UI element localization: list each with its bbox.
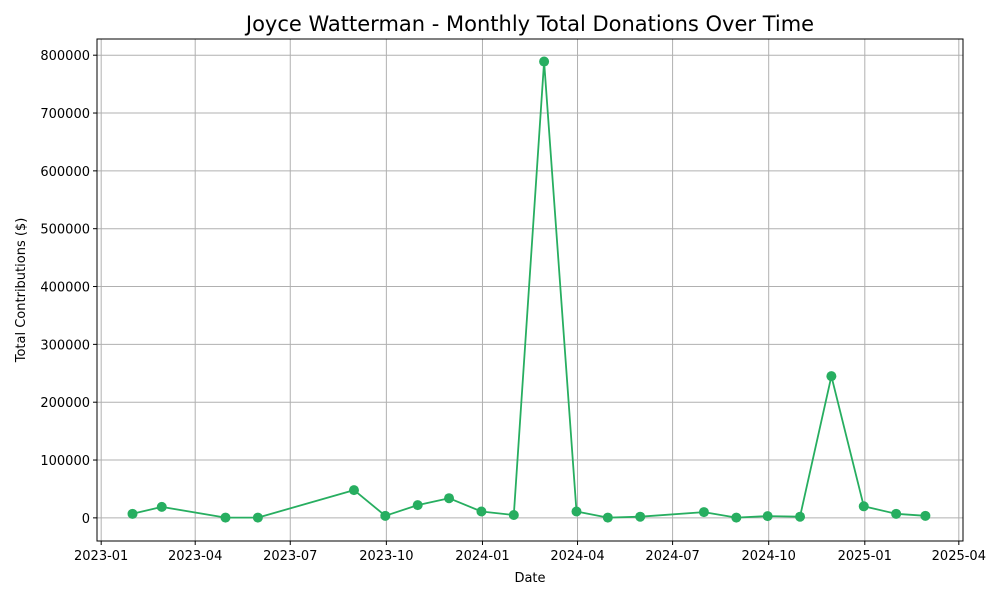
y-tick-label: 300000	[40, 338, 90, 353]
y-axis-label: Total Contributions ($)	[14, 218, 29, 364]
grid-layer	[97, 39, 963, 541]
y-tick-label: 100000	[40, 454, 90, 469]
data-point	[508, 509, 519, 520]
data-point	[412, 500, 423, 511]
data-point	[891, 508, 902, 519]
y-tick-label: 400000	[40, 281, 90, 296]
data-point	[731, 512, 742, 523]
data-point	[698, 507, 709, 518]
y-tick-label: 500000	[40, 223, 90, 238]
x-tick-label: 2025-01	[838, 549, 892, 564]
data-point	[348, 485, 359, 496]
data-point	[252, 512, 263, 523]
line-layer	[132, 60, 926, 519]
series-line	[132, 60, 926, 519]
x-axis-label: Date	[514, 571, 545, 586]
data-point	[539, 56, 550, 67]
x-tick-label: 2023-10	[359, 549, 413, 564]
x-tick-label: 2023-01	[74, 549, 128, 564]
data-point	[920, 510, 931, 521]
plot-frame	[96, 38, 964, 542]
y-tick-layer: 0 100000 200000 300000 400000 500000 600000 700…	[40, 49, 97, 527]
data-point	[762, 511, 773, 522]
data-point	[571, 506, 582, 517]
x-tick-label: 2024-04	[550, 549, 604, 564]
point-layer	[127, 56, 931, 523]
x-tick-layer: 2023-01 2023-04 2023-07 2023-10 2024-01 2024-…	[74, 541, 986, 564]
data-point	[476, 506, 487, 517]
data-point	[444, 493, 455, 504]
data-point	[127, 508, 138, 519]
data-point	[380, 510, 391, 521]
x-tick-label: 2023-04	[168, 549, 222, 564]
data-point	[156, 501, 167, 512]
x-tick-label: 2024-07	[645, 549, 699, 564]
x-tick-label: 2024-10	[742, 549, 796, 564]
y-tick-label: 0	[82, 512, 90, 527]
data-point	[220, 512, 231, 523]
x-tick-label: 2023-07	[263, 549, 317, 564]
y-tick-label: 600000	[40, 165, 90, 180]
data-point	[602, 512, 613, 523]
data-point	[795, 511, 806, 522]
y-tick-label: 800000	[40, 49, 90, 64]
data-point	[858, 501, 869, 512]
y-tick-label: 200000	[40, 396, 90, 411]
data-point	[635, 511, 646, 522]
chart-title: Joyce Watterman - Monthly Total Donation…	[244, 12, 814, 36]
x-tick-label: 2024-01	[455, 549, 509, 564]
x-tick-label: 2025-04	[932, 549, 986, 564]
data-point	[826, 371, 837, 382]
y-tick-label: 700000	[40, 107, 90, 122]
